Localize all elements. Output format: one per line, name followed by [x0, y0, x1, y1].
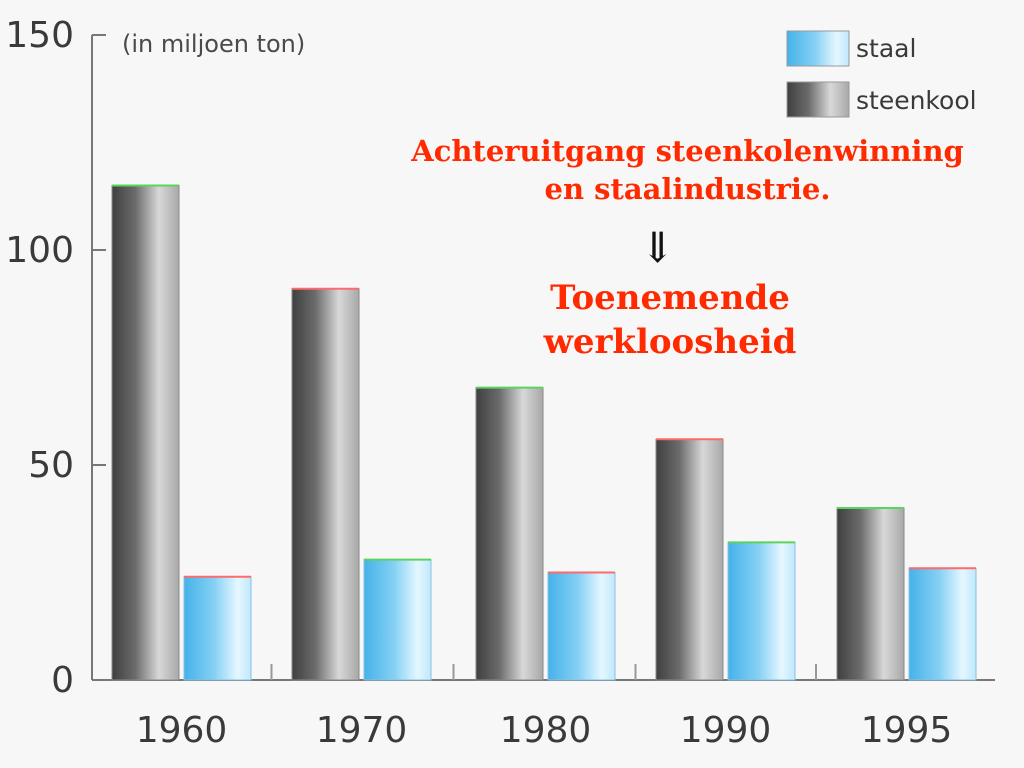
bar-staal	[183, 576, 252, 681]
legend-staal-label: staal	[856, 34, 916, 63]
legend: staal steenkool	[786, 30, 977, 118]
bar-staal	[547, 572, 616, 681]
bar-steenkool	[111, 185, 180, 681]
bar-staal	[727, 541, 796, 681]
bars-layer	[111, 184, 977, 681]
annotation-line-2: en staalindustrie.	[544, 172, 831, 206]
y-tick-label: 0	[51, 660, 74, 701]
bar-steenkool	[291, 288, 360, 681]
bar-steenkool	[836, 507, 905, 681]
y-tick-label: 100	[5, 230, 74, 271]
legend-steenkool-swatch	[786, 81, 850, 118]
y-tick-label: 50	[28, 445, 74, 486]
bar-staal	[908, 567, 977, 681]
x-tick-label: 1960	[136, 710, 228, 751]
x-tick-label: 1995	[861, 710, 953, 751]
annotation-line-1: Achteruitgang steenkolenwinning	[411, 134, 964, 168]
down-double-arrow-icon: ⇓	[639, 223, 676, 272]
annotation-line-3: Toenemende	[550, 278, 790, 318]
bar-steenkool	[475, 387, 544, 681]
annotation-decline-text: Achteruitgang steenkolenwinning en staal…	[395, 132, 980, 208]
bar-staal	[363, 559, 432, 681]
labels-layer: 0 50 100 150 1960 1970 1980 1990 1995	[5, 15, 952, 751]
x-tick-label: 1980	[500, 710, 592, 751]
legend-steenkool-label: steenkool	[856, 86, 977, 115]
legend-staal-swatch	[786, 30, 850, 67]
bar-steenkool	[655, 438, 724, 681]
x-tick-label: 1990	[680, 710, 772, 751]
annotation-unemployment-text: Toenemende werkloosheid	[520, 276, 820, 364]
y-tick-label: 150	[5, 15, 74, 56]
annotation-line-4: werkloosheid	[543, 322, 797, 362]
unit-label: (in miljoen ton)	[122, 30, 305, 58]
x-tick-label: 1970	[316, 710, 408, 751]
